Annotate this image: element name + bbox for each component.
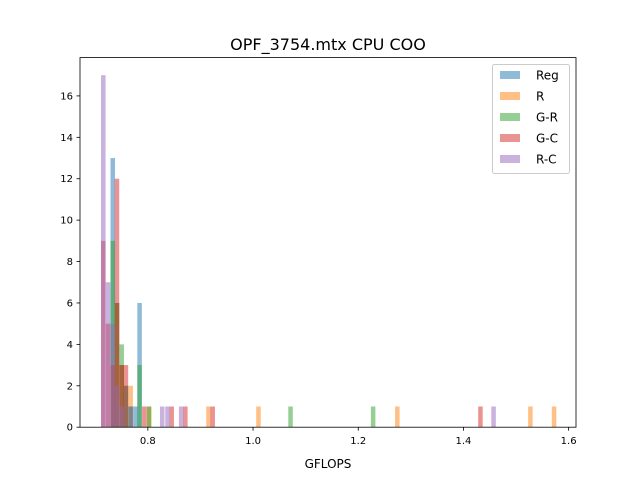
y-tick-label: 4 — [67, 340, 73, 351]
bar-g-r-7 — [288, 406, 293, 428]
legend-swatch-g-c — [500, 134, 520, 142]
legend-frame — [492, 64, 570, 174]
y-tick-label: 0 — [67, 423, 73, 434]
bar-r-7 — [395, 406, 400, 428]
x-axis-label: GFLOPS — [305, 457, 352, 471]
bar-g-c-4 — [119, 365, 124, 428]
bar-g-c-9 — [210, 406, 215, 428]
bars-group — [101, 75, 557, 428]
y-tick-label: 2 — [67, 381, 73, 392]
bar-g-c-10 — [478, 406, 483, 428]
bar-r-8 — [528, 406, 533, 428]
y-tick-label: 12 — [60, 174, 73, 185]
x-tick-label: 1.0 — [245, 436, 261, 447]
legend-label-g-c: G-C — [536, 132, 558, 146]
y-tick-label: 16 — [60, 91, 73, 102]
bar-r-c-1 — [105, 282, 111, 428]
y-axis-ticks: 0 2 4 6 8 10 12 14 16 — [60, 91, 80, 434]
bar-g-c-7 — [169, 406, 174, 428]
bar-r-c-5 — [128, 406, 133, 428]
legend-label-g-r: G-R — [536, 111, 558, 125]
bar-r-c-2 — [110, 323, 116, 428]
chart-title: OPF_3754.mtx CPU COO — [230, 35, 426, 55]
legend-swatch-reg — [500, 71, 520, 79]
legend-swatch-r — [500, 92, 520, 100]
legend-label-r-c: R-C — [536, 153, 557, 167]
bar-r-9 — [551, 406, 557, 428]
bar-r-c-6 — [159, 406, 165, 428]
bar-g-r-5 — [137, 365, 142, 428]
x-tick-label: 1.6 — [561, 436, 577, 447]
x-axis-ticks: 0.8 1.0 1.2 1.4 1.6 — [140, 427, 577, 447]
bar-g-c-3 — [114, 178, 120, 428]
legend-swatch-g-r — [500, 113, 520, 121]
bar-r-c-8 — [178, 406, 184, 428]
legend-label-r: R — [536, 90, 544, 104]
bar-g-r-6 — [146, 406, 152, 428]
bar-r-c-0 — [101, 75, 106, 428]
legend-swatch-r-c — [500, 155, 520, 163]
bar-r-5 — [206, 406, 211, 428]
bar-r-c-3 — [114, 385, 120, 428]
y-tick-label: 8 — [67, 257, 73, 268]
x-tick-label: 1.4 — [455, 436, 471, 447]
y-tick-label: 6 — [67, 298, 73, 309]
bar-g-r-8 — [370, 406, 376, 428]
axes-frame — [79, 57, 577, 428]
x-tick-label: 0.8 — [140, 436, 156, 447]
x-tick-label: 1.2 — [350, 436, 366, 447]
legend-label-reg: Reg — [536, 69, 559, 83]
bar-r-6 — [256, 406, 261, 428]
bar-g-c-8 — [183, 406, 188, 428]
bar-reg-5 — [133, 406, 138, 428]
legend: Reg R G-R G-C R-C — [492, 64, 570, 174]
bar-r-c-7 — [165, 406, 170, 428]
bar-r-c-4 — [119, 406, 124, 428]
bar-g-c-6 — [142, 406, 147, 428]
y-tick-label: 10 — [60, 216, 73, 227]
bar-g-c-5 — [123, 365, 129, 428]
bar-r-c-9 — [491, 406, 496, 428]
y-tick-label: 14 — [60, 133, 73, 144]
